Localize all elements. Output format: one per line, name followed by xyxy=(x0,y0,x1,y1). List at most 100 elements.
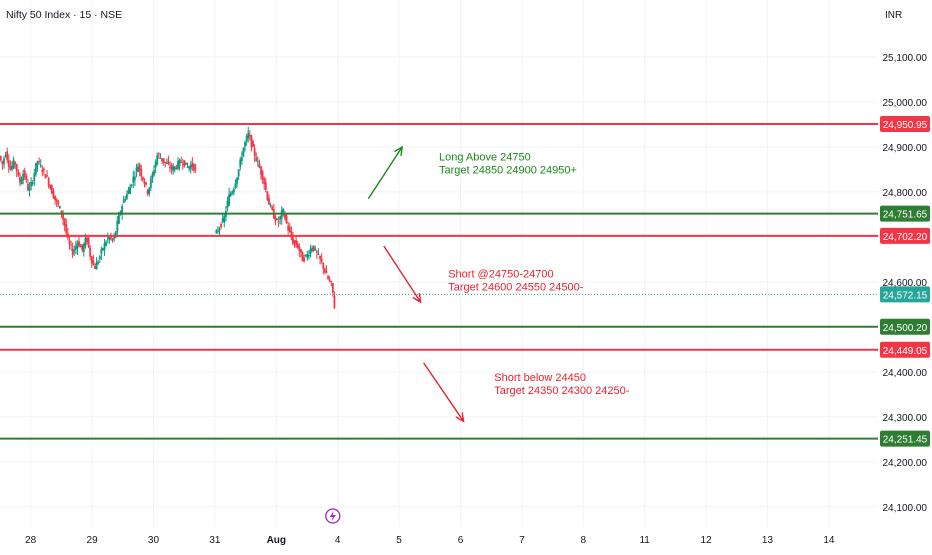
annotation-text[interactable]: Target 24600 24550 24500- xyxy=(448,281,584,293)
candle-body xyxy=(138,164,141,171)
annotation-text[interactable]: Short @24750-24700 xyxy=(448,268,553,280)
time-tick-label: 29 xyxy=(87,535,99,546)
candle-body xyxy=(58,206,61,209)
candle-body xyxy=(149,178,152,188)
candle-body xyxy=(14,162,17,165)
candle-body xyxy=(39,164,42,167)
candle-body xyxy=(220,224,222,228)
candle-body xyxy=(327,276,329,279)
price-tick-label: 24,800.00 xyxy=(883,188,928,199)
candle-body xyxy=(114,231,117,238)
candle-body xyxy=(247,132,250,139)
candle-body xyxy=(271,206,274,210)
candle-body xyxy=(71,248,74,255)
price-tick-label: 24,300.00 xyxy=(883,413,928,424)
price-tick-label: 24,600.00 xyxy=(883,278,928,289)
level-badge xyxy=(880,205,930,222)
candle-body xyxy=(143,181,146,185)
candle-body xyxy=(129,186,132,195)
candle-body xyxy=(38,161,41,163)
candle-body xyxy=(231,191,234,194)
candle-body xyxy=(79,245,82,248)
candle-body xyxy=(183,160,186,167)
candle-body xyxy=(20,179,23,184)
annotation-text[interactable]: Target 24350 24300 24250- xyxy=(494,385,630,397)
candle-body xyxy=(102,248,104,251)
candle-body xyxy=(105,242,108,246)
candle-body xyxy=(94,265,96,269)
candle-body xyxy=(268,198,270,205)
candle-body xyxy=(137,166,139,173)
candle-body xyxy=(49,185,52,189)
candle-body xyxy=(244,141,246,147)
candle-body xyxy=(62,213,64,220)
level-price-label: 24,950.95 xyxy=(883,120,928,131)
candle-body xyxy=(81,244,84,250)
candle-body xyxy=(293,240,296,243)
candle-body xyxy=(50,185,53,194)
candle-body xyxy=(245,136,248,142)
candle-body xyxy=(232,189,235,193)
candle-body xyxy=(153,169,155,176)
candle-body xyxy=(100,249,103,254)
annotation-arrow[interactable] xyxy=(367,146,403,200)
candle-body xyxy=(258,163,261,168)
horizontal-levels[interactable]: 24,950.95 24,751.65 24,702.20 24,500.20 24,4… xyxy=(0,116,930,447)
candle-body xyxy=(306,254,309,258)
candle-body xyxy=(65,224,68,234)
time-tick-label: 11 xyxy=(639,535,650,546)
candle-body xyxy=(242,147,245,157)
candle-body xyxy=(124,199,127,201)
candle-body xyxy=(173,166,176,170)
candle-body xyxy=(121,205,124,214)
candle-body xyxy=(1,160,4,165)
price-axis[interactable]: 25,100.00 25,000.00 24,900.00 24,800.00 24,6… xyxy=(883,53,928,514)
level-price-label: 24,251.45 xyxy=(883,435,928,446)
candle-body xyxy=(132,176,135,183)
annotation-arrow[interactable] xyxy=(423,362,465,422)
candle-body xyxy=(17,172,20,176)
candle-body xyxy=(165,163,168,165)
candle-body xyxy=(215,230,218,233)
time-tick-label: 4 xyxy=(335,535,341,546)
candle-body xyxy=(167,161,170,164)
candle-body xyxy=(133,176,136,180)
candle-body xyxy=(296,243,299,248)
price-tick-label: 25,100.00 xyxy=(883,53,928,64)
annotation-arrowhead xyxy=(412,293,422,304)
candle-body xyxy=(304,254,307,256)
candle-body xyxy=(279,216,282,220)
price-tick-label: 24,400.00 xyxy=(883,368,928,379)
candle-body xyxy=(9,166,12,170)
level-badge xyxy=(880,227,930,244)
annotation-arrow[interactable] xyxy=(383,245,422,303)
level-badge xyxy=(880,430,930,447)
candle-body xyxy=(191,162,194,167)
candle-body xyxy=(186,166,189,168)
candle-body xyxy=(76,243,79,249)
annotation-text[interactable]: Long Above 24750 xyxy=(439,151,531,163)
annotation-text[interactable]: Target 24850 24900 24950+ xyxy=(439,164,577,176)
candle-body xyxy=(33,173,36,181)
time-tick-label: 30 xyxy=(148,535,160,546)
candle-body xyxy=(146,189,149,194)
candle-body xyxy=(285,215,288,223)
candle-body xyxy=(162,158,165,163)
time-axis[interactable]: 28 29 30 31 Aug 4 5 6 7 8 11 12 13 14 xyxy=(25,508,835,546)
candle-body xyxy=(261,171,264,180)
candle-body xyxy=(252,141,254,148)
candle-body xyxy=(46,175,48,177)
candle-body xyxy=(27,183,29,191)
candle-body xyxy=(113,236,116,239)
candles xyxy=(0,126,336,309)
candle-body xyxy=(292,237,294,244)
candle-body xyxy=(157,153,160,155)
candle-body xyxy=(226,201,229,208)
candle-body xyxy=(290,231,293,238)
annotation-text[interactable]: Short below 24450 xyxy=(494,372,586,384)
time-tick-label: 5 xyxy=(396,535,402,546)
candle-body xyxy=(28,187,31,191)
